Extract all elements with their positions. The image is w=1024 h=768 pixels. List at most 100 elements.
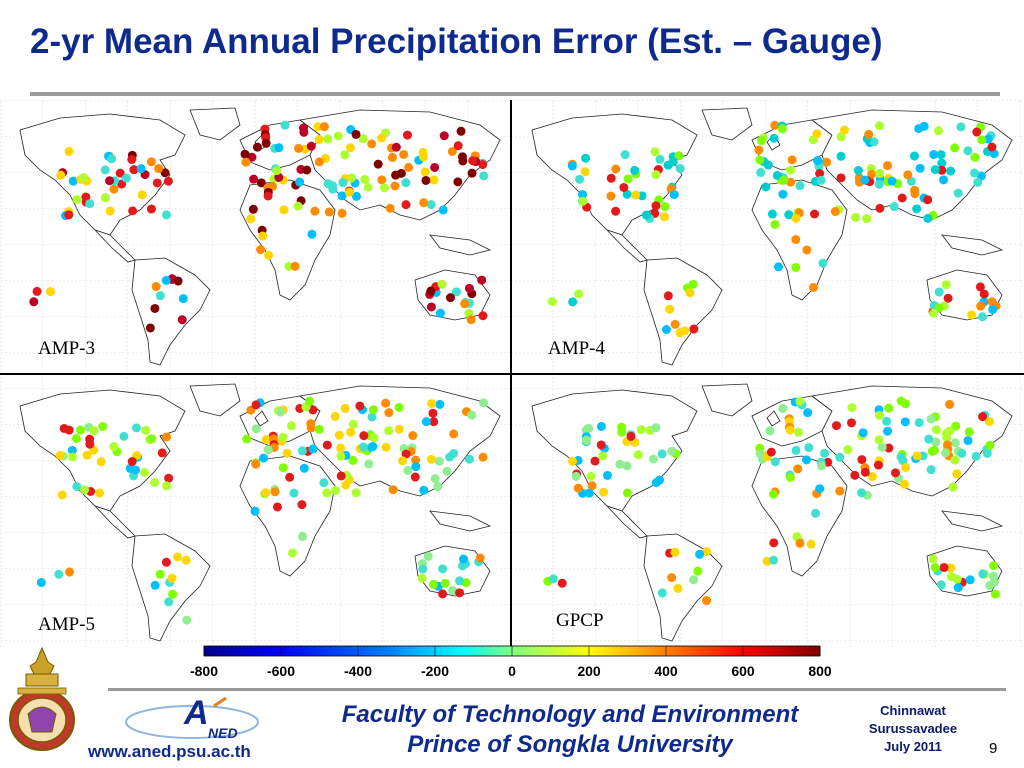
station-dot [622,189,632,199]
station-dot [381,398,391,408]
station-dot [299,127,309,137]
station-dot [419,485,429,495]
station-dot [970,152,980,162]
station-dot [926,465,936,475]
station-dot [622,488,632,498]
station-dot [934,287,944,297]
station-dot [606,173,616,183]
station-dot [964,427,974,437]
station-dot [754,145,764,155]
station-dot [900,479,910,489]
station-dot [368,405,378,415]
station-dot [286,421,296,431]
station-dot [65,567,75,577]
station-dot [155,291,165,301]
station-dot [835,486,845,496]
station-dot [967,310,977,320]
station-dot [611,206,621,216]
station-dot [82,450,92,460]
station-dot [617,427,627,437]
station-dot [948,482,958,492]
station-dot [137,190,147,200]
station-dot [988,304,998,314]
station-dot [808,282,818,292]
station-dot [351,488,361,498]
station-dot [793,427,803,437]
station-dot [459,554,469,564]
station-dot [295,177,305,187]
station-dot [140,468,150,478]
station-dot [298,531,308,541]
station-dot [606,191,616,201]
station-dot [440,578,450,588]
station-dot [923,195,933,205]
station-dot [873,460,883,470]
station-dot [626,431,636,441]
station-dot [468,156,478,166]
station-dot [777,124,787,134]
slide-title: 2-yr Mean Annual Precipitation Error (Es… [30,22,883,61]
station-dot [379,183,389,193]
station-dot [773,262,783,272]
station-dot [929,150,939,160]
station-dot [455,588,465,598]
station-dot [985,417,995,427]
station-dot [578,190,588,200]
station-dot [929,445,939,455]
station-dot [548,574,558,584]
station-dot [429,175,439,185]
station-dot [411,455,421,465]
station-dot [857,488,867,498]
station-dot [57,490,67,500]
station-dot [756,167,766,177]
station-dot [816,461,826,471]
station-dot [164,473,174,483]
station-dot [336,451,346,461]
station-dot [990,589,1000,599]
station-dot [931,425,941,435]
station-dot [348,455,358,465]
station-dot [319,478,329,488]
station-dot [467,168,477,178]
station-dot [623,174,633,184]
station-dot [109,442,119,452]
station-dot [259,453,269,463]
station-dot [250,506,260,516]
station-dot [426,302,436,312]
station-dot [423,551,433,561]
station-dot [568,456,578,466]
station-dot [322,488,332,498]
station-dot [685,288,695,298]
station-dot [417,573,427,583]
station-dot [620,150,630,160]
station-dot [689,324,699,334]
station-dot [985,440,995,450]
station-dot [109,184,119,194]
station-dot [251,459,261,469]
station-dot [657,449,667,459]
station-dot [241,157,251,167]
website-url[interactable]: www.aned.psu.ac.th [88,742,251,761]
station-dot [857,455,867,465]
station-dot [150,303,160,313]
station-dot [278,463,288,473]
station-dot [377,175,387,185]
station-dot [85,199,95,209]
station-dot [937,158,947,168]
station-dot [360,174,370,184]
station-dot [430,474,440,484]
station-dot [884,403,894,413]
station-dot [263,445,273,455]
station-dot [651,170,661,180]
station-dot [107,154,117,164]
station-dot [421,417,431,427]
station-dot [812,129,822,139]
station-dot [965,575,975,585]
station-dot [105,176,115,186]
station-dot [64,425,74,435]
title-divider [30,92,1000,96]
station-dot [401,178,411,188]
station-dot [161,557,171,567]
station-dot [772,170,782,180]
station-dot [701,547,711,557]
